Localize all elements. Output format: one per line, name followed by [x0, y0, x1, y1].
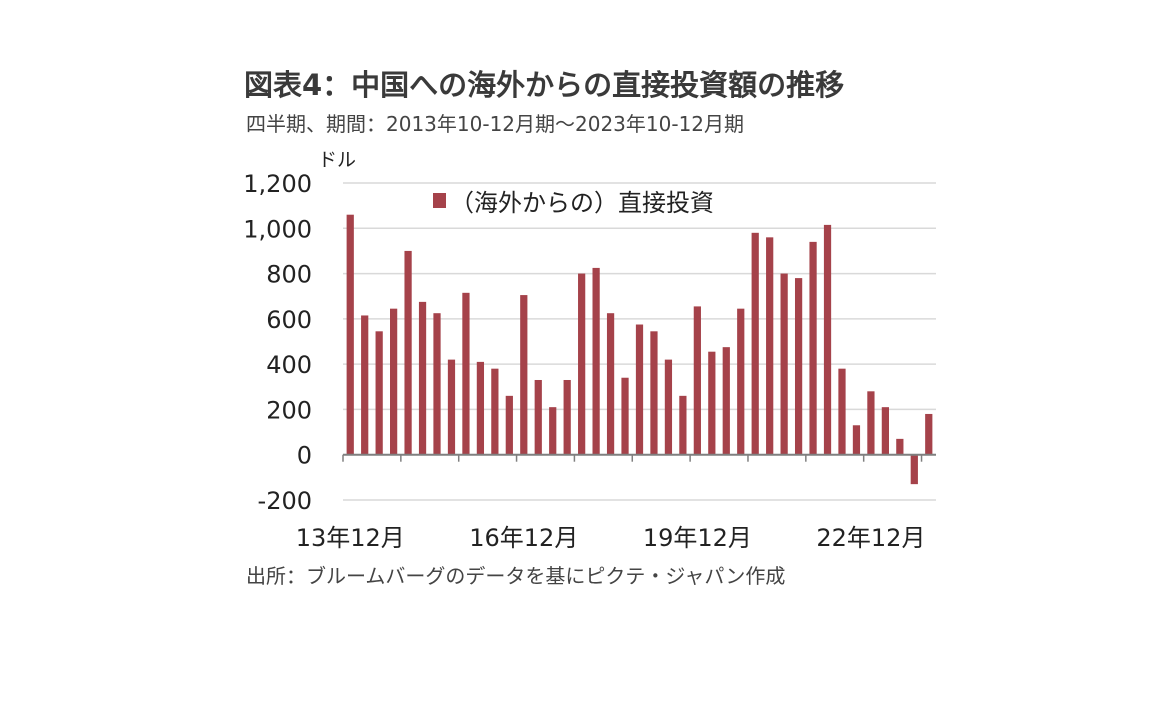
bar	[520, 295, 528, 455]
chart-subtitle: 四半期、期間：2013年10-12月期～2023年10-12月期	[246, 112, 745, 136]
bar	[766, 237, 774, 455]
bar	[578, 273, 586, 455]
bar	[346, 214, 354, 455]
x-tick-label: 19年12月	[643, 524, 752, 552]
bar	[375, 331, 383, 455]
bar	[606, 313, 615, 455]
bar	[780, 273, 788, 455]
y-tick-label: 400	[266, 351, 312, 379]
bar	[404, 250, 412, 455]
bar	[447, 359, 456, 455]
bar	[823, 224, 832, 455]
bar	[361, 315, 369, 455]
x-tick-label: 16年12月	[469, 524, 578, 552]
bar	[462, 292, 470, 455]
bar	[592, 267, 600, 455]
bar	[476, 361, 485, 455]
bar	[491, 368, 499, 455]
x-axis	[342, 453, 936, 462]
bar	[852, 425, 861, 455]
bar	[650, 331, 658, 455]
bar	[418, 301, 427, 455]
y-tick-label: 1,000	[243, 215, 312, 243]
bar	[708, 351, 716, 455]
bar	[809, 241, 817, 455]
bar	[433, 313, 441, 455]
bar	[390, 308, 398, 455]
chart-title: 図表4：中国への海外からの直接投資額の推移	[244, 68, 845, 102]
x-axis-tick-labels: 13年12月 16年12月 19年12月 22年12月	[296, 524, 926, 552]
bar	[693, 306, 701, 455]
bar	[910, 454, 918, 485]
bar	[867, 391, 875, 455]
bar	[896, 438, 904, 455]
y-tick-label: 200	[266, 396, 312, 424]
y-tick-label: 1,200	[243, 170, 312, 198]
bar	[563, 379, 571, 455]
legend-swatch	[433, 193, 446, 208]
bar-series	[346, 214, 933, 485]
bar	[925, 413, 933, 455]
y-tick-label: 0	[297, 442, 312, 470]
y-tick-label: 600	[266, 306, 312, 334]
bar	[794, 278, 803, 455]
bar	[505, 395, 513, 455]
bar	[549, 407, 557, 455]
bar	[621, 377, 629, 455]
bar	[838, 368, 846, 455]
bar	[722, 347, 730, 455]
x-tick-label: 22年12月	[816, 524, 925, 552]
legend: （海外からの）直接投資	[433, 189, 714, 217]
bar	[534, 379, 542, 455]
bar	[737, 308, 745, 455]
y-axis-tick-labels: -200 0 200 400 600 800 1,000 1,200	[243, 170, 312, 515]
bar	[751, 232, 759, 455]
y-tick-label: 800	[266, 261, 312, 289]
bar	[635, 324, 644, 455]
y-tick-label: -200	[258, 487, 312, 515]
bar	[679, 395, 687, 455]
y-axis-unit-label: ドル	[318, 149, 356, 171]
x-tick-label: 13年12月	[296, 524, 405, 552]
legend-label: （海外からの）直接投資	[450, 189, 714, 217]
bar	[881, 407, 889, 455]
bar	[664, 359, 673, 455]
source-note: 出所：ブルームバーグのデータを基にピクテ・ジャパン作成	[246, 564, 786, 588]
